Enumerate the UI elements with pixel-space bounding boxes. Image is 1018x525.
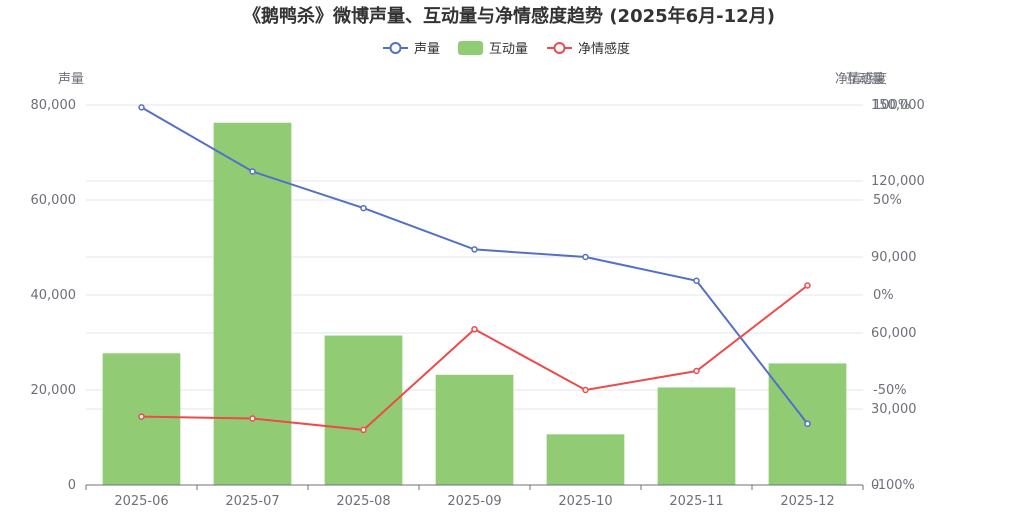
legend-label-声量: 声量 <box>414 42 440 57</box>
point-声量-2025-11 <box>693 277 700 284</box>
y-left-tick-label: 40,000 <box>31 288 77 303</box>
point-声量-2025-08 <box>360 204 367 212</box>
y-right-tick-label: 30,000 <box>871 402 917 417</box>
point-声量-2025-10 <box>582 253 589 261</box>
y-sentiment-tick-label: -50% <box>873 383 907 398</box>
legend-swatch-互动量 <box>458 41 483 55</box>
x-tick-label: 2025-06 <box>114 494 168 509</box>
y-right-axis-name: 互动量 <box>845 72 884 87</box>
chart-title: 《鹅鸭杀》微博声量、互动量与净情感度趋势 (2025年6月-12月) <box>243 5 775 27</box>
point-净情感度-2025-11 <box>693 367 700 375</box>
axes: 2025-06 2025-07 2025-08 2025-09 2025-10 2025-… <box>31 71 925 509</box>
bar-2025-10 <box>546 434 625 485</box>
legend-item-净情感度: 净情感度 <box>547 41 630 57</box>
legend-label-净情感度: 净情感度 <box>578 41 630 57</box>
x-tick-label: 2025-08 <box>336 494 390 509</box>
point-净情感度-2025-08 <box>360 426 367 434</box>
bar-2025-08 <box>324 335 403 485</box>
x-tick-label: 2025-10 <box>558 494 612 509</box>
y-right-tick-label: 60,000 <box>871 326 917 341</box>
point-净情感度-2025-10 <box>582 386 589 394</box>
legend-marker-净情感度 <box>553 42 566 54</box>
point-净情感度-2025-09 <box>471 325 478 333</box>
bar-2025-07 <box>213 122 292 485</box>
x-tick-label: 2025-07 <box>225 494 279 509</box>
x-tick-label: 2025-09 <box>447 494 501 509</box>
y-sentiment-tick-label: 100% <box>873 98 910 113</box>
y-right-tick-label: 0 <box>871 478 879 493</box>
y-sentiment-axis-name: 净情感度 <box>835 71 887 87</box>
point-声量-2025-09 <box>471 246 478 253</box>
y-sentiment-tick-label: 50% <box>873 193 902 208</box>
legend: 声量 互动量 净情感度 <box>383 41 630 57</box>
y-left-tick-label: 20,000 <box>31 383 77 398</box>
point-声量-2025-12 <box>804 420 811 427</box>
point-净情感度-2025-07 <box>249 415 256 422</box>
point-声量-2025-07 <box>249 168 256 175</box>
x-tick-label: 2025-11 <box>669 494 723 509</box>
x-tick-label: 2025-12 <box>780 494 834 509</box>
point-净情感度-2025-12 <box>804 282 811 289</box>
legend-marker-声量 <box>389 42 402 54</box>
legend-item-声量: 声量 <box>383 42 440 57</box>
legend-label-互动量: 互动量 <box>489 42 528 57</box>
bar-2025-09 <box>435 374 514 485</box>
bar-2025-11 <box>657 387 736 485</box>
y-left-tick-label: 60,000 <box>31 193 77 208</box>
bars <box>102 122 847 485</box>
point-声量-2025-06 <box>138 104 145 111</box>
y-sentiment-tick-label: 0% <box>873 288 894 303</box>
legend-item-互动量: 互动量 <box>458 41 528 57</box>
y-left-axis-name: 声量 <box>58 72 84 87</box>
lines <box>138 104 811 434</box>
y-sentiment-tick-label: -100% <box>873 478 915 493</box>
y-right-tick-label: 90,000 <box>871 250 917 265</box>
y-left-tick-label: 80,000 <box>31 98 77 113</box>
y-left-tick-label: 0 <box>68 478 76 493</box>
y-right-tick-label: 120,000 <box>871 174 925 189</box>
point-净情感度-2025-06 <box>138 413 145 420</box>
y-right-tick-label: 150,000 <box>871 98 925 113</box>
